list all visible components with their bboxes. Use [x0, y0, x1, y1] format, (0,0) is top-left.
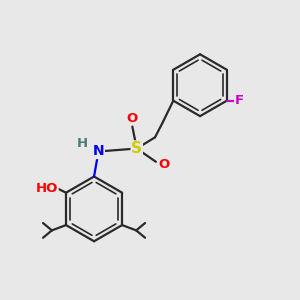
Text: S: S	[131, 141, 142, 156]
Text: H: H	[77, 137, 88, 150]
Text: HO: HO	[36, 182, 58, 195]
Text: F: F	[235, 94, 244, 107]
Text: O: O	[158, 158, 170, 171]
Text: O: O	[127, 112, 138, 125]
Text: N: N	[93, 145, 104, 158]
